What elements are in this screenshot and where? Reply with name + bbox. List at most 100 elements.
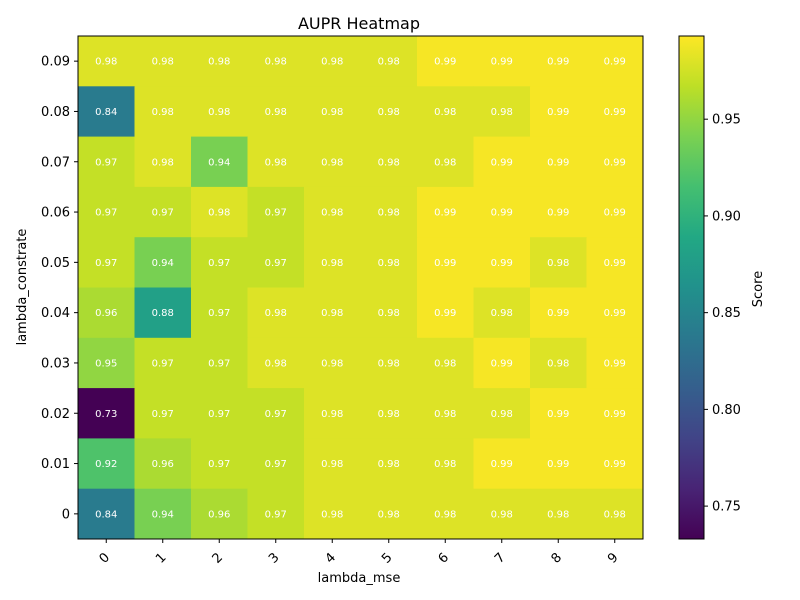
- cell-value-label: 0.99: [604, 308, 626, 319]
- heatmap-cell: [417, 36, 474, 87]
- cell-value-label: 0.98: [208, 107, 230, 118]
- cell-value-label: 0.92: [95, 459, 117, 470]
- cell-value-label: 0.98: [265, 157, 287, 168]
- heatmap-cell: [304, 136, 361, 188]
- colorbar-tick-label: 0.80: [712, 403, 741, 418]
- cell-value-label: 0.98: [321, 459, 343, 470]
- cell-value-label: 0.97: [95, 157, 117, 168]
- heatmap-cell: [360, 388, 418, 439]
- heatmap-cell: [586, 438, 644, 490]
- heatmap-cell: [304, 337, 361, 389]
- cell-value-label: 0.99: [604, 57, 626, 68]
- heatmap-cell: [304, 237, 361, 288]
- heatmap-cell: [473, 488, 531, 540]
- y-tick-label: 0.01: [41, 457, 70, 472]
- cell-value-label: 0.98: [265, 358, 287, 369]
- heatmap-cell: [78, 488, 135, 540]
- heatmap-cell: [530, 186, 587, 238]
- cell-value-label: 0.98: [152, 107, 174, 118]
- y-tick-label: 0.03: [41, 356, 70, 371]
- cell-value-label: 0.99: [604, 409, 626, 420]
- cell-value-label: 0.98: [208, 208, 230, 219]
- cell-value-label: 0.98: [378, 409, 400, 420]
- heatmap-cell: [247, 488, 305, 540]
- heatmap-cell: [586, 186, 644, 238]
- heatmap-cell: [530, 337, 587, 389]
- cell-value-label: 0.98: [491, 107, 513, 118]
- cell-value-label: 0.98: [378, 208, 400, 219]
- heatmap-cell: [78, 438, 135, 490]
- cell-value-label: 0.99: [434, 308, 456, 319]
- cell-value-label: 0.99: [547, 409, 569, 420]
- cell-value-label: 0.98: [321, 107, 343, 118]
- heatmap-cell: [530, 388, 587, 439]
- heatmap-cell: [191, 186, 248, 238]
- heatmap-cell: [134, 287, 192, 339]
- cell-value-label: 0.98: [434, 459, 456, 470]
- cell-value-label: 0.98: [378, 459, 400, 470]
- cell-value-label: 0.98: [152, 157, 174, 168]
- heatmap-cell: [134, 36, 192, 87]
- heatmap-cell: [134, 388, 192, 439]
- cell-value-label: 0.96: [208, 509, 230, 520]
- heatmap-cell: [78, 86, 135, 138]
- cell-value-label: 0.94: [208, 157, 230, 168]
- cell-value-label: 0.99: [491, 358, 513, 369]
- heatmap-cell: [473, 388, 531, 439]
- cell-value-label: 0.96: [95, 308, 117, 319]
- heatmap-cell: [530, 488, 587, 540]
- heatmap-cell: [191, 136, 248, 188]
- cell-value-label: 0.98: [265, 308, 287, 319]
- cell-value-label: 0.99: [547, 459, 569, 470]
- heatmap-cell: [417, 287, 474, 339]
- heatmap-cell: [586, 86, 644, 138]
- colorbar-tick-label: 0.90: [712, 209, 741, 224]
- cell-value-label: 0.98: [378, 57, 400, 68]
- y-tick-label: 0.09: [41, 55, 70, 70]
- colorbar: [678, 35, 705, 540]
- cell-value-label: 0.88: [152, 308, 174, 319]
- cell-value-label: 0.98: [95, 57, 117, 68]
- x-tick-label: 0: [97, 550, 113, 566]
- heatmap-cell: [360, 86, 418, 138]
- heatmap-cell: [586, 488, 644, 540]
- cell-value-label: 0.99: [547, 157, 569, 168]
- heatmap-cell: [247, 186, 305, 238]
- cell-value-label: 0.99: [547, 208, 569, 219]
- heatmap-cell: [247, 36, 305, 87]
- cell-value-label: 0.97: [95, 258, 117, 269]
- heatmap-cell: [247, 237, 305, 288]
- cell-value-label: 0.97: [265, 258, 287, 269]
- heatmap-cell: [530, 287, 587, 339]
- x-tick-label: 1: [153, 550, 169, 566]
- cell-value-label: 0.97: [95, 208, 117, 219]
- cell-value-label: 0.99: [491, 157, 513, 168]
- heatmap-cell: [134, 136, 192, 188]
- y-tick-label: 0.06: [41, 206, 70, 221]
- heatmap-cell: [134, 337, 192, 389]
- cell-value-label: 0.98: [378, 358, 400, 369]
- heatmap-cell: [304, 488, 361, 540]
- cell-value-label: 0.98: [434, 157, 456, 168]
- cell-value-label: 0.98: [378, 308, 400, 319]
- cell-value-label: 0.98: [491, 308, 513, 319]
- cell-value-label: 0.98: [321, 57, 343, 68]
- colorbar-tick-label: 0.95: [712, 113, 741, 128]
- heatmap-cell: [586, 36, 644, 87]
- heatmap-cell: [304, 287, 361, 339]
- heatmap-cell: [134, 86, 192, 138]
- cell-value-label: 0.97: [208, 258, 230, 269]
- heatmap-cell: [360, 287, 418, 339]
- cell-value-label: 0.99: [604, 208, 626, 219]
- heatmap-cell: [417, 136, 474, 188]
- cell-value-label: 0.99: [604, 107, 626, 118]
- y-tick-label: 0: [62, 507, 70, 522]
- heatmap-cell: [586, 237, 644, 288]
- plot-frame: [77, 35, 644, 540]
- cell-value-label: 0.98: [434, 409, 456, 420]
- cell-value-label: 0.99: [547, 57, 569, 68]
- heatmap-cell: [304, 438, 361, 490]
- cell-value-label: 0.98: [547, 509, 569, 520]
- x-tick-label: 7: [492, 550, 508, 566]
- heatmap-cell: [360, 36, 418, 87]
